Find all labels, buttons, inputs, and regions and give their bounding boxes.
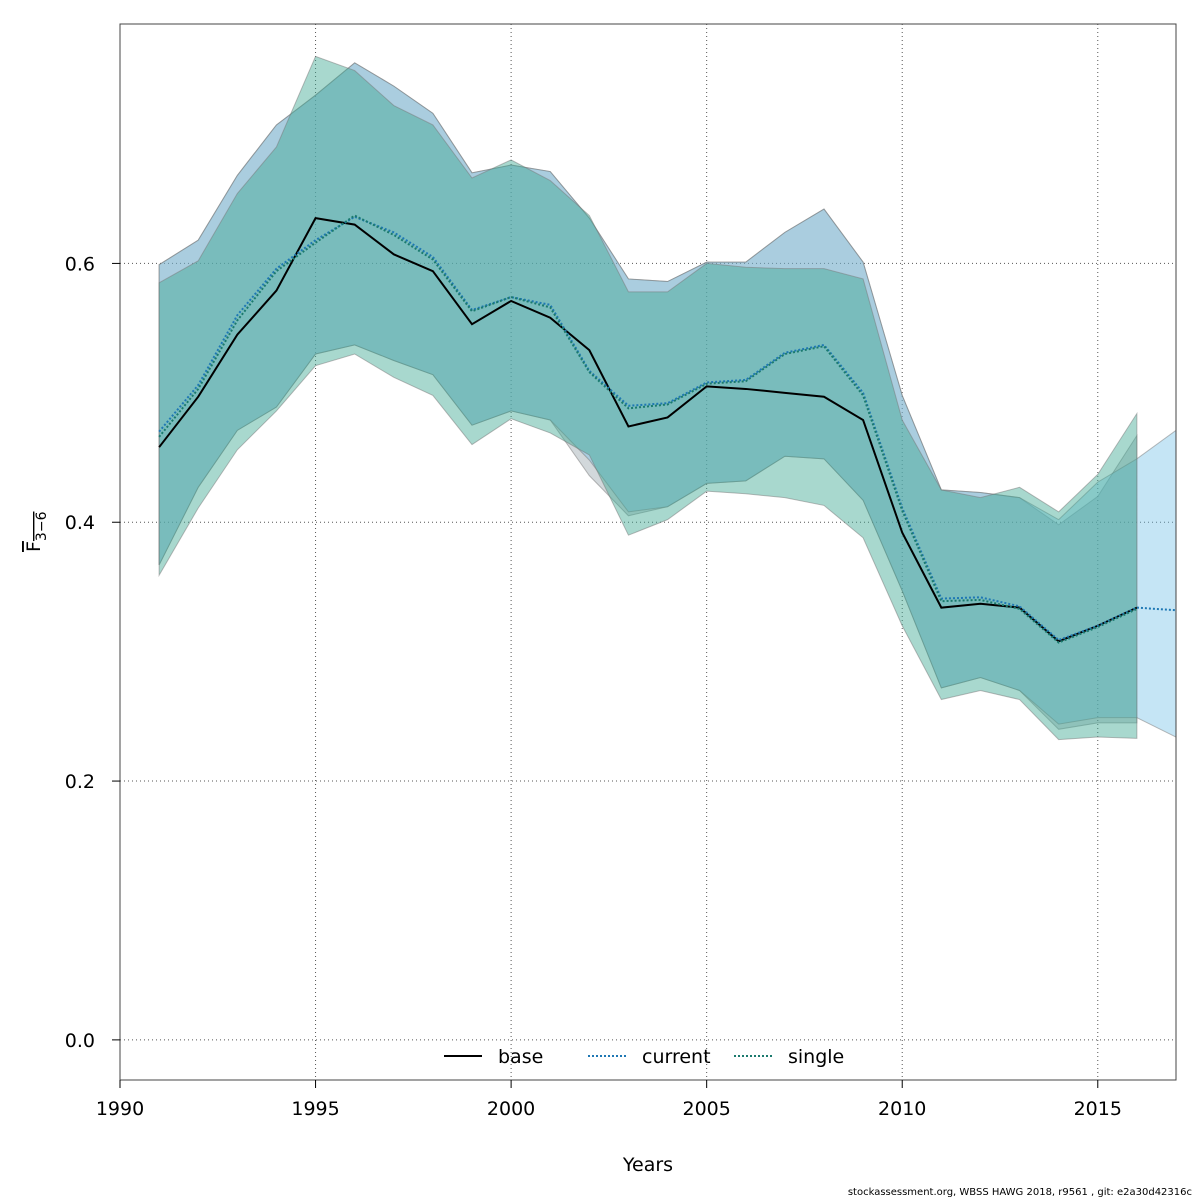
- x-tick-label: 2015: [1074, 1098, 1122, 1120]
- y-tick-label: 0.2: [65, 771, 95, 793]
- y-tick-label: 0.4: [65, 512, 95, 534]
- plot-frame: [119, 23, 1177, 1081]
- series-lines: [158, 214, 1177, 644]
- x-tick-label: 2005: [682, 1098, 730, 1120]
- legend-label-single: single: [788, 1046, 844, 1068]
- line-single: [158, 214, 1138, 644]
- y-tick-label: 0.0: [65, 1030, 95, 1052]
- x-tick-label: 2000: [487, 1098, 535, 1120]
- confidence-bands: [158, 55, 1177, 741]
- band-single: [158, 55, 1138, 741]
- x-tick-label: 1995: [291, 1098, 339, 1120]
- legend-label-current: current: [642, 1046, 711, 1068]
- y-axis-label: F3−6: [23, 511, 50, 552]
- x-axis: 1990 1995 2000 2005 2010 2015: [96, 1080, 1122, 1120]
- y-axis-label-sub: 3−6: [34, 511, 50, 541]
- y-tick-label: 0.6: [65, 253, 95, 275]
- line-current: [158, 215, 1177, 642]
- x-tick-label: 2010: [878, 1098, 926, 1120]
- y-axis-label-main: F: [23, 541, 45, 552]
- legend: base current single: [444, 1046, 844, 1068]
- legend-label-base: base: [498, 1046, 543, 1068]
- svg-text:F3−6: F3−6: [23, 511, 50, 552]
- line-base: [158, 217, 1138, 643]
- x-axis-label: Years: [622, 1154, 673, 1176]
- x-tick-label: 1990: [96, 1098, 144, 1120]
- grid: [119, 24, 1176, 1080]
- y-axis: 0.0 0.2 0.4 0.6: [65, 253, 120, 1052]
- footer-credit: stockassessment.org, WBSS HAWG 2018, r95…: [847, 1187, 1192, 1198]
